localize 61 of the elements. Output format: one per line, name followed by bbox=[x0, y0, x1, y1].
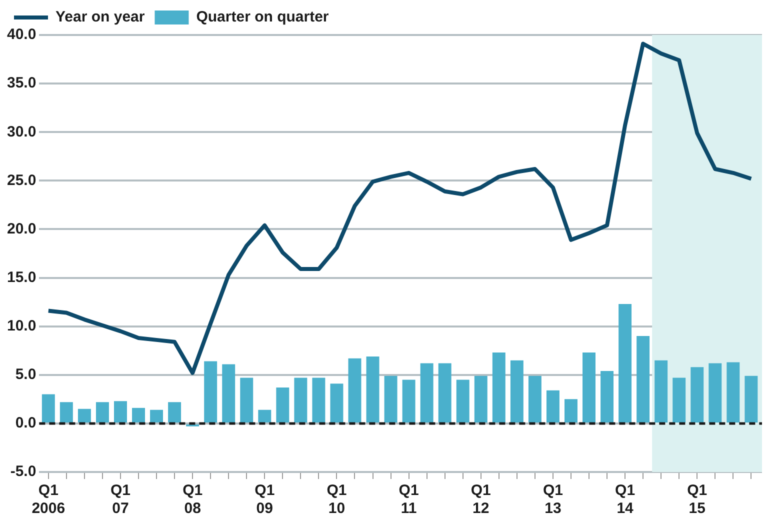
bar bbox=[672, 378, 686, 422]
y-tick-label: 35.0 bbox=[6, 74, 36, 92]
bar bbox=[114, 401, 127, 422]
y-tick-label: 0.0 bbox=[15, 414, 36, 432]
bar bbox=[546, 390, 560, 422]
bar bbox=[420, 363, 434, 422]
x-tick-label: Q1 10 bbox=[326, 482, 347, 518]
bar bbox=[366, 356, 380, 422]
bar bbox=[474, 376, 488, 422]
bar bbox=[618, 304, 632, 422]
bar bbox=[510, 360, 524, 422]
x-tick-label: Q1 12 bbox=[470, 482, 491, 518]
bar bbox=[150, 410, 164, 422]
bar bbox=[456, 380, 470, 422]
bar bbox=[222, 364, 236, 422]
legend-label: Quarter on quarter bbox=[196, 8, 329, 26]
x-tick-label: Q1 2006 bbox=[32, 482, 66, 518]
x-tick-label: Q1 09 bbox=[254, 482, 275, 518]
y-tick-label: 25.0 bbox=[6, 172, 36, 189]
x-tick-label: Q1 08 bbox=[182, 482, 203, 518]
y-tick-label: 15.0 bbox=[6, 268, 36, 286]
bar bbox=[78, 408, 91, 422]
bar bbox=[690, 367, 704, 422]
y-tick-label: 20.0 bbox=[6, 220, 36, 238]
x-tick-label: Q1 07 bbox=[110, 482, 130, 518]
bar bbox=[438, 363, 452, 422]
y-tick-label: -5.0 bbox=[10, 463, 36, 480]
bar bbox=[42, 394, 55, 422]
bar bbox=[168, 402, 182, 422]
x-tick-label: Q1 13 bbox=[542, 482, 563, 518]
bar bbox=[528, 376, 542, 422]
bar bbox=[96, 402, 109, 422]
legend-label: Year on year bbox=[56, 8, 145, 26]
x-tick-label: Q1 11 bbox=[398, 482, 419, 518]
y-tick-label: 40.0 bbox=[6, 26, 36, 44]
bar bbox=[348, 358, 362, 422]
bar bbox=[744, 376, 758, 422]
x-tick-label: Q1 14 bbox=[615, 482, 636, 518]
bar bbox=[60, 402, 73, 422]
bar bbox=[204, 361, 218, 422]
bar bbox=[582, 352, 596, 422]
bar bbox=[276, 388, 290, 422]
bar bbox=[240, 378, 254, 422]
bar bbox=[402, 380, 416, 422]
bar bbox=[726, 362, 740, 422]
bar bbox=[708, 363, 722, 422]
bar bbox=[654, 360, 668, 422]
x-tick-label: Q1 15 bbox=[687, 482, 708, 518]
bar bbox=[330, 384, 344, 422]
bar bbox=[132, 408, 145, 422]
bar bbox=[258, 410, 272, 422]
bar bbox=[564, 399, 578, 422]
y-tick-label: 5.0 bbox=[15, 366, 36, 384]
bar bbox=[636, 336, 650, 422]
bar bbox=[294, 378, 308, 422]
bar bbox=[312, 378, 326, 422]
bar bbox=[492, 352, 506, 422]
bar bbox=[600, 371, 614, 422]
y-tick-label: 10.0 bbox=[6, 317, 36, 334]
bar bbox=[384, 376, 398, 422]
y-tick-label: 30.0 bbox=[6, 123, 36, 140]
